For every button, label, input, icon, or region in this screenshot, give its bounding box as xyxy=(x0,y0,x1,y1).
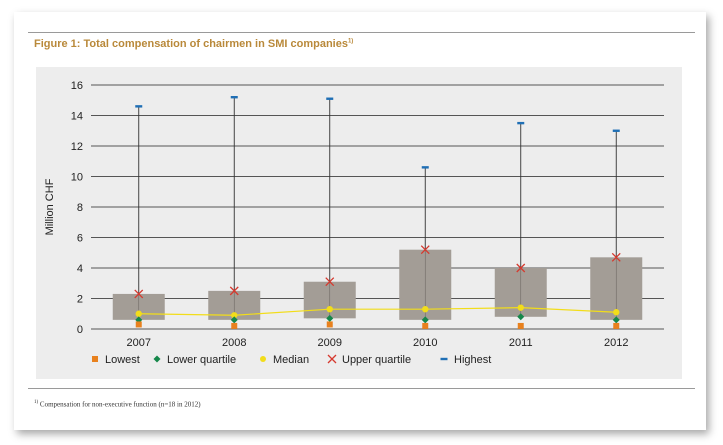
highest-marker xyxy=(230,96,238,99)
legend-swatch xyxy=(327,354,337,364)
lower-quartile-marker xyxy=(230,316,238,324)
y-tick-label: 12 xyxy=(71,141,83,153)
lowest-marker xyxy=(135,321,142,328)
legend-item: Upper quartile xyxy=(327,354,411,366)
median-marker xyxy=(231,312,238,319)
legend-item: Lower quartile xyxy=(153,354,236,366)
figure-title: Figure 1: Total compensation of chairmen… xyxy=(34,38,354,50)
lower-quartile-marker xyxy=(421,316,429,324)
y-tick-label: 16 xyxy=(71,80,83,92)
median-marker xyxy=(326,305,333,313)
legend-item: Highest xyxy=(440,354,491,366)
upper-quartile-marker xyxy=(611,252,621,262)
median-marker xyxy=(422,305,429,313)
y-tick-label: 6 xyxy=(77,233,83,245)
footnote: 1) Compensation for non-executive functi… xyxy=(34,400,201,408)
legend-label: Upper quartile xyxy=(342,354,411,366)
footnote-mark: 1) xyxy=(34,400,39,405)
highest-marker xyxy=(421,166,429,169)
x-tick-label: 2009 xyxy=(318,337,342,349)
y-tick-label: 4 xyxy=(77,263,83,275)
lower-quartile-marker xyxy=(326,314,334,322)
lowest-marker xyxy=(613,322,620,329)
y-tick-label: 8 xyxy=(77,202,83,214)
bottom-divider xyxy=(28,388,695,389)
lowest-marker xyxy=(517,322,524,329)
x-tick-label: 2010 xyxy=(413,337,437,349)
median-marker xyxy=(613,309,620,316)
legend-item: Median xyxy=(260,354,309,366)
chart-panel xyxy=(36,67,682,379)
median-marker xyxy=(135,310,142,317)
legend-label: Median xyxy=(273,354,309,366)
highest-marker xyxy=(135,105,143,108)
x-tick-label: 2012 xyxy=(604,337,628,349)
y-tick-label: 10 xyxy=(71,172,83,184)
top-divider xyxy=(28,32,695,33)
lowest-marker xyxy=(231,322,238,329)
lower-quartile-marker xyxy=(612,316,620,324)
x-tick-label: 2007 xyxy=(127,337,151,349)
upper-quartile-marker xyxy=(516,263,526,273)
legend-swatch xyxy=(153,355,161,363)
legend-swatch xyxy=(260,356,266,362)
highest-marker xyxy=(517,121,525,125)
legend-swatch xyxy=(92,356,98,362)
legend-label: Lowest xyxy=(105,354,140,366)
legend-label: Highest xyxy=(454,354,491,366)
lowest-marker xyxy=(326,321,333,328)
lowest-marker xyxy=(422,322,429,329)
upper-quartile-marker xyxy=(229,286,239,296)
y-tick-label: 0 xyxy=(77,324,83,336)
x-tick-label: 2011 xyxy=(509,337,533,349)
y-axis-label: Million CHF xyxy=(44,178,56,235)
highest-marker xyxy=(326,97,334,100)
median-line xyxy=(138,307,617,316)
legend-item: Lowest xyxy=(92,354,140,366)
footnote-text: Compensation for non-executive function … xyxy=(39,400,201,409)
y-tick-label: 14 xyxy=(71,111,83,123)
y-tick-label: 2 xyxy=(77,294,83,306)
title-footnote-mark: 1) xyxy=(347,38,354,45)
legend-label: Lower quartile xyxy=(167,354,236,366)
lower-quartile-marker xyxy=(517,313,525,321)
median-marker xyxy=(517,304,524,311)
upper-quartile-marker xyxy=(134,289,144,299)
upper-quartile-marker xyxy=(325,277,335,287)
x-tick-label: 2008 xyxy=(222,337,246,349)
upper-quartile-marker xyxy=(420,245,430,255)
highest-marker xyxy=(612,129,620,132)
legend-swatch xyxy=(440,357,448,361)
